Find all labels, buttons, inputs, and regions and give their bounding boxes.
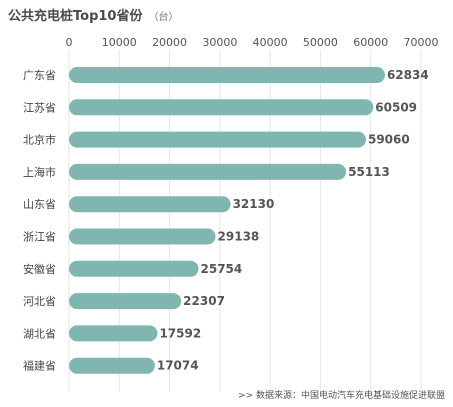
value-label: 62834 [387, 68, 429, 82]
x-tick-label: 0 [66, 36, 73, 49]
category-label: 江苏省 [23, 101, 56, 114]
chart-title-block: 公共充电桩Top10省份 （台） [8, 5, 178, 24]
bar [69, 260, 199, 277]
data-source-note: >> 数据来源：中国电动汽车充电基础设施促进联盟 [238, 391, 445, 401]
bar [69, 131, 366, 148]
x-tick-label: 60000 [353, 36, 388, 49]
x-tick-label: 70000 [404, 36, 439, 49]
category-label: 河北省 [23, 295, 56, 308]
category-label: 福建省 [23, 359, 56, 373]
value-label: 17074 [157, 359, 199, 373]
x-tick-label: 10000 [102, 36, 137, 49]
value-label: 55113 [348, 165, 390, 179]
value-label: 22307 [183, 294, 225, 308]
bar [69, 228, 216, 245]
bar [69, 293, 182, 310]
value-label: 60509 [375, 100, 417, 114]
value-label: 25754 [201, 262, 243, 276]
bar [69, 325, 158, 342]
category-label: 广东省 [23, 69, 56, 82]
value-label: 32130 [233, 197, 275, 211]
value-label: 59060 [368, 133, 410, 147]
bar [69, 196, 231, 213]
bar [69, 163, 347, 180]
value-label: 17592 [159, 326, 201, 340]
category-label: 安徽省 [23, 262, 56, 276]
chart-title: 公共充电桩Top10省份 [8, 9, 143, 24]
x-tick-label: 30000 [202, 36, 237, 49]
category-label: 北京市 [23, 133, 56, 147]
x-tick-label: 40000 [253, 36, 288, 49]
bar [69, 99, 374, 116]
category-label: 山东省 [23, 198, 56, 211]
category-label: 上海市 [23, 165, 56, 179]
x-tick-label: 20000 [152, 36, 187, 49]
x-tick-label: 50000 [303, 36, 338, 49]
value-label: 29138 [218, 230, 260, 244]
bar [69, 357, 155, 374]
category-label: 浙江省 [23, 231, 56, 244]
chart-unit: （台） [148, 12, 179, 23]
bar [69, 67, 385, 83]
category-label: 湖北省 [23, 327, 56, 340]
